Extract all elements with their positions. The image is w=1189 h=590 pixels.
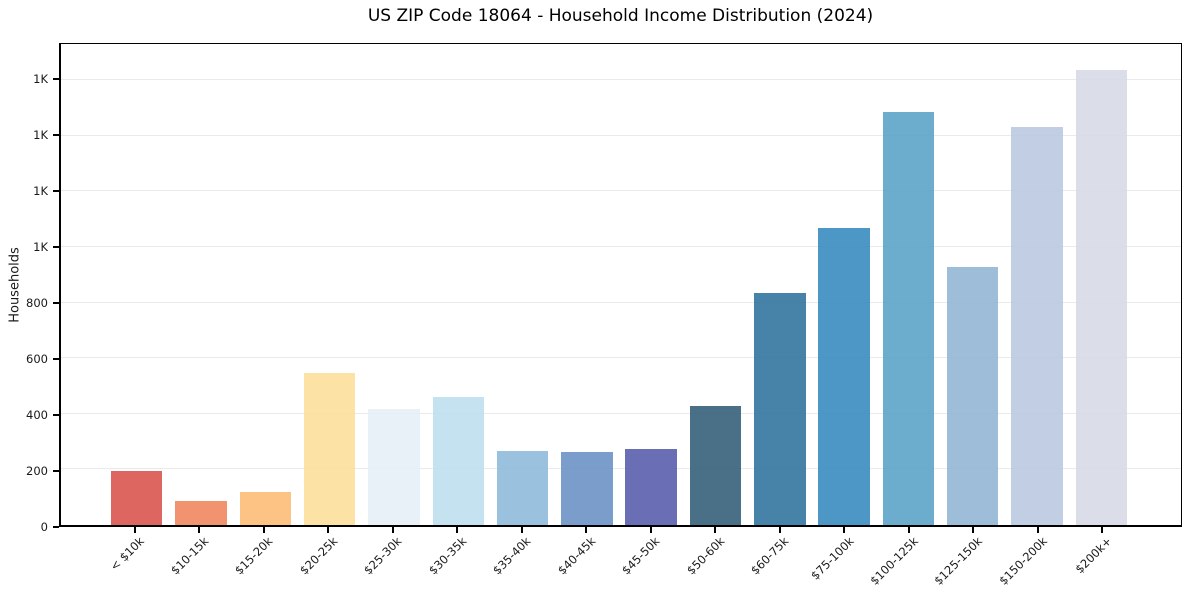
x-tick-mark — [907, 527, 910, 533]
x-tick-label: $200k+ — [1072, 534, 1115, 577]
gridline — [61, 357, 1181, 359]
bar-slot — [362, 44, 426, 525]
y-tick-mark — [53, 414, 59, 417]
bar-$60-75k — [754, 293, 806, 525]
x-tick-label: $40-45k — [554, 534, 599, 578]
x-tick-label: $10-15k — [167, 534, 212, 578]
bar-$45-50k — [625, 448, 677, 525]
bar-slot — [812, 44, 876, 525]
bar-$150-200k — [1011, 127, 1063, 525]
x-tick-label: $125-150k — [931, 534, 986, 588]
x-tick-mark — [262, 527, 265, 533]
x-tick-mark — [391, 527, 394, 533]
x-tick-mark — [649, 527, 652, 533]
y-tick-mark — [53, 78, 59, 81]
y-tick-label: 1K — [33, 184, 48, 199]
chart-title: US ZIP Code 18064 - Household Income Dis… — [367, 6, 874, 26]
bar-< $10k — [110, 470, 163, 525]
bar-slot — [683, 44, 747, 525]
x-tick-mark — [972, 527, 975, 533]
x-tick-label: < $10k — [107, 534, 147, 574]
gridline — [61, 79, 1181, 81]
y-tick-label: 1K — [33, 240, 48, 255]
gridline — [61, 412, 1181, 414]
bar-slot — [105, 44, 169, 525]
x-tick-mark — [843, 527, 846, 533]
y-tick-label: 0 — [40, 520, 48, 534]
x-tick-mark — [327, 527, 330, 533]
x-tick-label: $150-200k — [995, 534, 1050, 588]
bars-layer — [61, 44, 1181, 525]
plot-area — [59, 43, 1182, 527]
bar-$50-60k — [689, 406, 742, 525]
bar-$125-150k — [947, 266, 999, 525]
bar-slot — [941, 44, 1005, 525]
y-tick-mark — [53, 302, 59, 305]
y-tick-label: 400 — [26, 408, 48, 423]
gridline — [61, 245, 1181, 247]
bar-$15-20k — [239, 491, 291, 525]
y-tick-mark — [53, 358, 59, 361]
bar-$200k+ — [1075, 70, 1128, 525]
x-tick-label: $45-50k — [619, 534, 663, 578]
y-tick-mark — [53, 190, 59, 193]
bar-$40-45k — [561, 451, 613, 525]
bar-$75-100k — [818, 228, 870, 525]
gridline — [61, 301, 1181, 303]
x-tick-label: $100-125k — [866, 534, 921, 588]
x-tick-mark — [714, 527, 717, 533]
x-tick-label: $25-30k — [361, 534, 405, 578]
bar-$30-35k — [432, 396, 484, 525]
y-tick-label: 600 — [26, 352, 48, 367]
x-tick-mark — [456, 527, 459, 533]
x-tick-label: $75-100k — [807, 534, 857, 583]
x-tick-mark — [520, 527, 523, 533]
y-axis-label: Households — [7, 247, 23, 323]
bar-slot — [490, 44, 554, 525]
bar-$25-30k — [368, 409, 420, 525]
y-tick-mark — [53, 526, 59, 528]
y-tick-label: 200 — [26, 464, 48, 479]
bar-slot — [1005, 44, 1069, 525]
y-tick-mark — [53, 470, 59, 473]
y-tick-label: 1K — [33, 128, 48, 143]
x-tick-label: $50-60k — [683, 534, 728, 578]
bar-$10-15k — [175, 501, 227, 525]
y-tick-mark — [53, 246, 59, 249]
bar-slot — [748, 44, 812, 525]
bar-$100-125k — [882, 111, 935, 525]
bar-slot — [297, 44, 361, 525]
y-tick-label: 800 — [26, 296, 48, 311]
x-tick-label: $35-40k — [490, 534, 534, 578]
x-tick-label: $20-25k — [296, 534, 341, 578]
bar-slot — [619, 44, 683, 525]
x-tick-label: $15-20k — [232, 534, 276, 578]
x-tick-mark — [1101, 527, 1104, 533]
bar-slot — [1069, 44, 1133, 525]
bar-$20-25k — [303, 372, 356, 525]
x-tick-mark — [778, 527, 781, 533]
x-tick-label: $30-35k — [425, 534, 470, 578]
bar-slot — [426, 44, 490, 525]
bar-slot — [169, 44, 233, 525]
x-tick-mark — [133, 527, 136, 533]
bar-slot — [233, 44, 297, 525]
gridline — [61, 468, 1181, 470]
x-tick-mark — [1036, 527, 1039, 533]
y-tick-label: 1K — [33, 72, 48, 87]
bar-slot — [555, 44, 619, 525]
bar-$35-40k — [496, 450, 549, 525]
x-tick-mark — [198, 527, 201, 533]
x-tick-label: $60-75k — [748, 534, 792, 578]
x-tick-mark — [585, 527, 588, 533]
bar-slot — [876, 44, 940, 525]
gridline — [61, 190, 1181, 192]
y-tick-mark — [53, 134, 59, 137]
gridline — [61, 134, 1181, 136]
